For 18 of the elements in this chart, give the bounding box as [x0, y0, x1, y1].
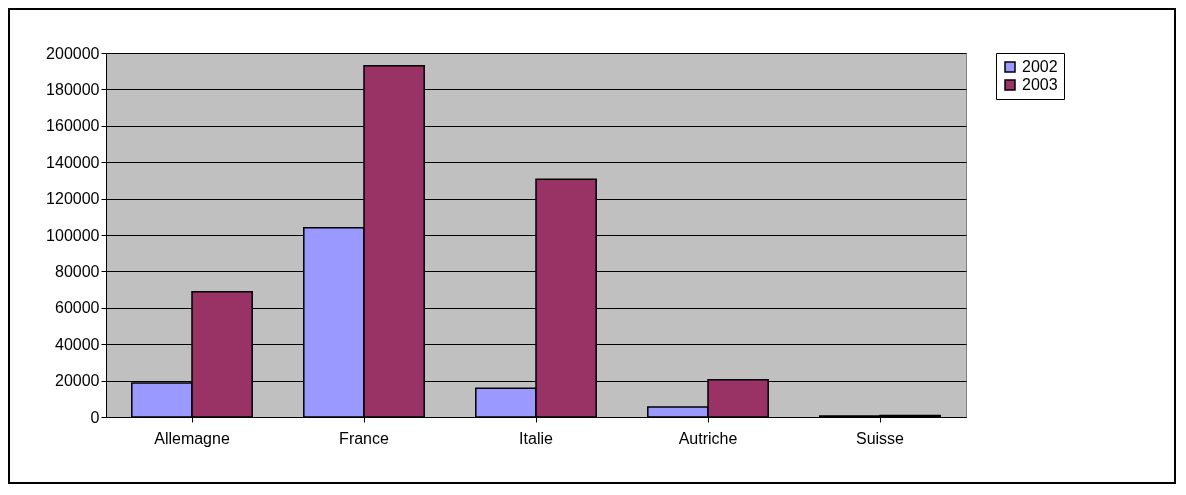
x-tick-label: France — [339, 429, 389, 447]
y-tick-label: 60000 — [55, 299, 100, 317]
legend-label: 2002 — [1022, 58, 1058, 75]
y-tick-label: 0 — [90, 408, 100, 426]
y-tick-label: 140000 — [46, 153, 100, 171]
x-tick-label: Suisse — [855, 429, 905, 447]
y-tick-label: 20000 — [55, 372, 100, 390]
y-tick-label: 100000 — [46, 226, 100, 244]
y-tick-label: 40000 — [55, 335, 100, 353]
y-tick-label: 200000 — [46, 44, 100, 62]
y-tick-label: 120000 — [46, 190, 100, 208]
y-tick-label: 80000 — [55, 262, 100, 280]
x-tick-label: Allemagne — [154, 429, 230, 447]
legend-label: 2003 — [1022, 76, 1058, 93]
y-tick-label: 160000 — [46, 117, 100, 135]
x-tick-label: Autriche — [678, 429, 738, 447]
x-tick-label: Italie — [519, 429, 553, 447]
y-tick-label: 180000 — [46, 80, 100, 98]
